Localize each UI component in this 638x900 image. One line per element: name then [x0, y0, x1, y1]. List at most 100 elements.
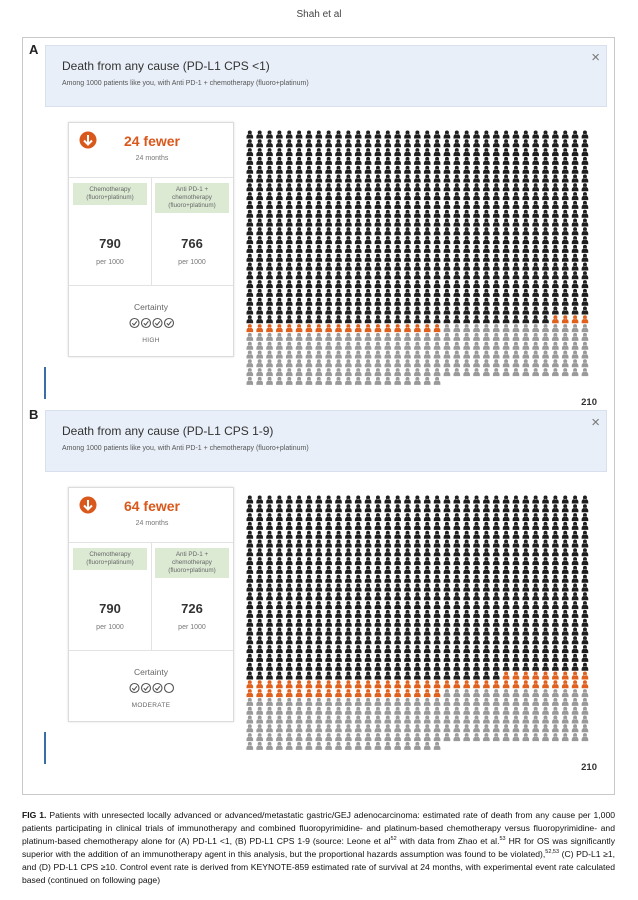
person-icon — [443, 539, 451, 548]
person-icon — [295, 165, 303, 174]
person-icon — [483, 315, 490, 324]
person-icon — [384, 218, 392, 227]
person-icon — [483, 521, 490, 530]
close-button[interactable]: × — [591, 414, 600, 431]
person-icon — [483, 288, 490, 297]
person-icon — [354, 209, 362, 218]
person-icon — [512, 297, 520, 306]
person-icon — [404, 645, 411, 654]
person-icon — [305, 262, 313, 271]
person-icon — [532, 200, 539, 209]
person-icon — [285, 557, 293, 566]
person-icon — [483, 227, 490, 236]
person-icon — [285, 368, 293, 377]
person-icon — [463, 689, 470, 698]
person-icon — [256, 376, 263, 385]
person-icon — [246, 350, 254, 359]
person-icon — [414, 244, 421, 253]
person-icon — [335, 574, 342, 583]
person-icon — [295, 244, 303, 253]
person-icon — [512, 288, 520, 297]
person-icon — [492, 262, 500, 271]
person-icon — [542, 253, 549, 262]
person-icon — [354, 165, 362, 174]
person-icon — [453, 148, 461, 157]
person-icon — [483, 192, 490, 201]
person-icon — [354, 636, 362, 645]
person-icon — [285, 200, 293, 209]
person-icon — [266, 209, 273, 218]
person-icon — [384, 618, 392, 627]
person-icon — [315, 601, 323, 610]
person-icon — [473, 165, 480, 174]
person-icon — [492, 359, 500, 368]
person-icon — [443, 192, 451, 201]
person-icon — [256, 565, 263, 574]
person-icon — [512, 315, 520, 324]
person-icon — [542, 209, 549, 218]
person-icon — [394, 209, 401, 218]
close-button[interactable]: × — [591, 49, 600, 66]
person-icon — [561, 341, 569, 350]
person-icon — [522, 306, 530, 315]
person-icon — [345, 513, 352, 522]
person-icon — [404, 724, 411, 733]
person-icon — [581, 368, 589, 377]
person-icon — [374, 236, 382, 245]
person-icon — [423, 495, 431, 504]
person-icon — [295, 689, 303, 698]
person-icon — [453, 280, 461, 289]
person-icon — [463, 244, 470, 253]
person-icon — [512, 495, 520, 504]
person-icon — [374, 183, 382, 192]
person-icon — [384, 297, 392, 306]
person-icon — [532, 609, 539, 618]
person-icon — [335, 618, 342, 627]
person-icon — [443, 288, 451, 297]
person-icon — [512, 227, 520, 236]
figure-caption: FIG 1. Patients with unresected locally … — [22, 809, 615, 887]
person-icon — [354, 244, 362, 253]
person-icon — [325, 139, 332, 148]
summary-card: 24 fewer 24 months Chemotherapy (fluoro+pl… — [68, 122, 234, 357]
person-icon — [315, 724, 323, 733]
person-icon — [374, 341, 382, 350]
person-icon — [512, 209, 520, 218]
person-icon — [473, 530, 480, 539]
person-icon — [522, 689, 530, 698]
person-icon — [374, 574, 382, 583]
comparator-name: Chemotherapy (fluoro+platinum) — [73, 183, 147, 205]
person-icon — [384, 148, 392, 157]
person-icon — [532, 583, 539, 592]
panel-label: B — [29, 407, 39, 422]
person-icon — [345, 288, 352, 297]
person-icon — [453, 706, 461, 715]
person-icon — [414, 741, 421, 750]
person-icon — [571, 218, 579, 227]
person-icon — [423, 557, 431, 566]
person-icon — [325, 332, 332, 341]
person-icon — [433, 601, 441, 610]
person-icon — [246, 583, 254, 592]
person-icon — [542, 733, 549, 742]
person-icon — [384, 350, 392, 359]
person-icon — [285, 341, 293, 350]
person-icon — [552, 627, 559, 636]
person-icon — [345, 253, 352, 262]
person-icon — [552, 156, 559, 165]
person-icon — [266, 244, 273, 253]
person-icon — [404, 601, 411, 610]
person-icon — [305, 689, 313, 698]
person-icon — [522, 504, 530, 513]
person-icon — [522, 592, 530, 601]
person-icon — [561, 689, 569, 698]
person-icon — [522, 680, 530, 689]
person-icon — [453, 209, 461, 218]
person-icon — [581, 350, 589, 359]
person-icon — [345, 733, 352, 742]
certainty-circle — [152, 317, 163, 329]
person-icon — [512, 200, 520, 209]
person-icon — [532, 130, 539, 139]
person-icon — [571, 706, 579, 715]
person-icon — [246, 504, 254, 513]
